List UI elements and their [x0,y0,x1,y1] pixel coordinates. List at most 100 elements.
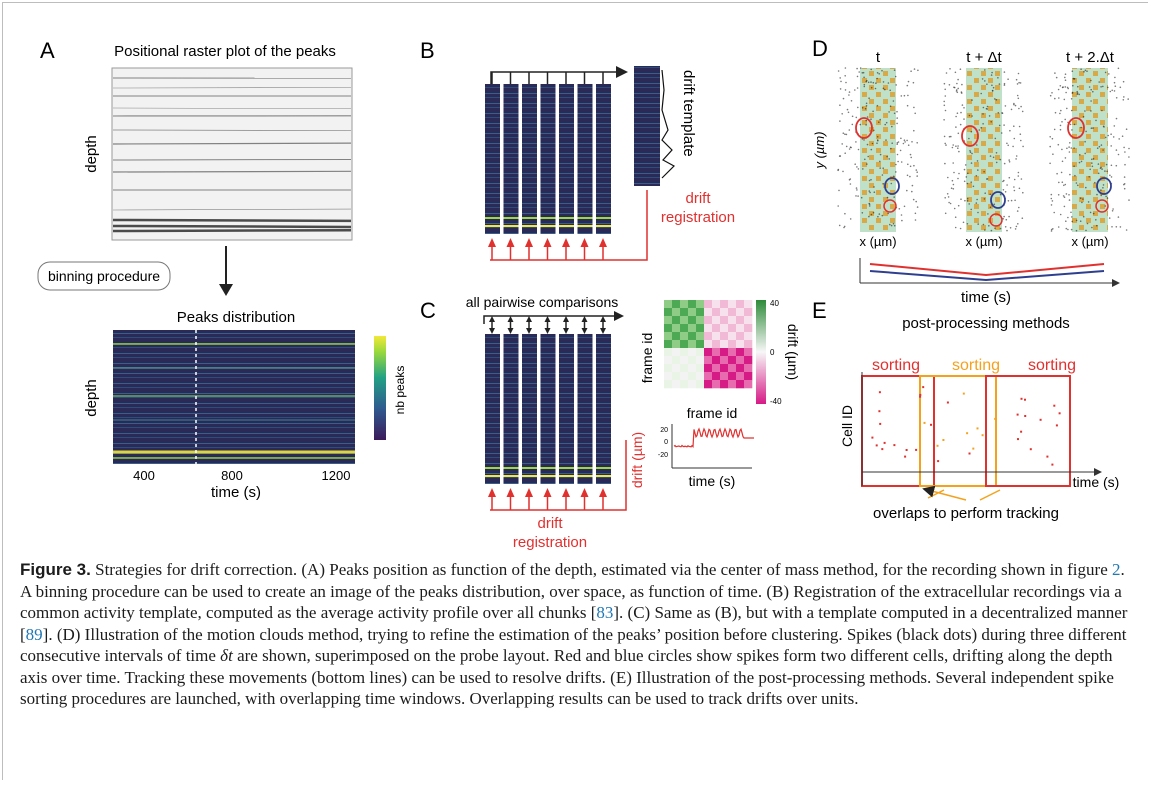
spike-dot [896,122,898,125]
spike-dot [839,104,841,106]
spike-dot [1112,136,1115,138]
b-top-ticks [491,72,604,84]
spike-dot [866,116,869,118]
matrix-cell [712,364,721,373]
caption-part4: ]. (D) Illustration of the motion clouds… [20,624,1127,666]
spike-dot [943,82,946,85]
spike-dot [1073,165,1075,167]
red-cell-circle [855,117,873,139]
c-double-arrow-down [544,328,551,334]
spike-dot [1090,127,1093,129]
spike-dot [1002,189,1005,191]
spike-dot [1068,194,1070,196]
spike-dot [1111,210,1114,212]
spike-dot [850,100,853,102]
spike-dot [887,212,889,215]
spike-dot [986,108,989,110]
spike-dot [1067,87,1069,90]
spike-dot [1014,104,1017,107]
spike-dot [1073,147,1075,149]
spike-dot [1013,186,1015,188]
spike-dot [1110,176,1113,178]
spike-dot [1075,219,1078,222]
spike-dot [848,94,850,96]
caption-ref-89[interactable]: 89 [25,624,43,644]
spike-dot [957,147,959,149]
spike-dot [984,229,986,231]
spike-dot [970,181,972,183]
spike-dot [1064,183,1067,186]
spike-dot [1084,152,1086,155]
spike-dot [891,142,893,144]
d-blue-cell-track [869,270,1105,282]
spike-dot [884,123,886,126]
spike-dot [892,100,895,102]
spike-dot [1080,160,1083,163]
spike-dot [957,145,959,147]
spike-dot [1012,145,1014,148]
spike-dot [947,176,949,179]
spike-dot [898,208,901,210]
panel-c: C all pairwise comparisons drift registr… [420,294,801,551]
drift-template-label: drift template [680,70,697,157]
caption-ref-83[interactable]: 83 [596,603,614,622]
spike-dot [1097,163,1100,165]
spike-dot [856,166,858,168]
spike-dot [997,77,999,79]
spike-dot [1007,200,1010,202]
spike-dot [842,170,844,173]
spike-dot [1094,181,1096,184]
matrix-cell [728,332,737,341]
spike-dot [873,129,875,132]
e-x-arrow [1094,468,1102,476]
spike-dot [1015,78,1018,81]
spike-dot [1071,70,1074,72]
spike-dot [1123,146,1125,149]
spike-dot [900,214,903,216]
matrix-cell [696,300,705,309]
matrix-cell [728,380,737,389]
matrix-cell [672,372,681,381]
spike-dot [890,147,892,150]
spike-dot [988,225,990,227]
spike-dot [851,115,854,118]
spike-dot [1085,186,1087,189]
spike-dot [957,78,959,81]
matrix-cell [704,340,713,349]
spike-dot [959,227,962,230]
caption-intro: Strategies for drift correction. (A) Pea… [90,560,1112,579]
spike-dot [948,84,951,86]
nb-peaks-colorbar [374,336,386,440]
spike-dot [954,226,957,229]
spike-dot [957,87,959,90]
heatmap-xlabel: time (s) [211,484,261,501]
spike-dot [953,86,955,89]
spike-dot [1122,99,1125,101]
figure-caption: Figure 3. Strategies for drift correctio… [20,559,1135,710]
spike-dot [1059,124,1062,127]
spike-dot [865,105,868,107]
spike-dot [890,224,893,227]
spike-dot [1069,173,1071,176]
matrix-cell [728,340,737,349]
spike-dot [956,82,958,85]
matrix-cell [728,300,737,309]
spike-dot [1105,163,1108,166]
spike-dot [864,107,867,110]
caption-ref-figure[interactable]: 2 [1112,560,1121,579]
matrix-cell [720,372,729,381]
spike-dot [868,97,870,99]
spike-dot [1090,79,1092,82]
matrix-cell [744,332,753,341]
pairwise-matrix [664,300,753,389]
spike-dot [877,139,879,142]
matrix-cell [688,300,697,309]
spike-dot [872,211,875,214]
spike-dot [1061,121,1063,123]
spike-dot [948,201,950,204]
spike-dot [984,192,986,194]
spike-dot [1065,91,1067,94]
spike-dot [1022,191,1024,194]
overlap-label: overlaps to perform tracking [873,505,1059,522]
spike-dot [1067,228,1069,231]
